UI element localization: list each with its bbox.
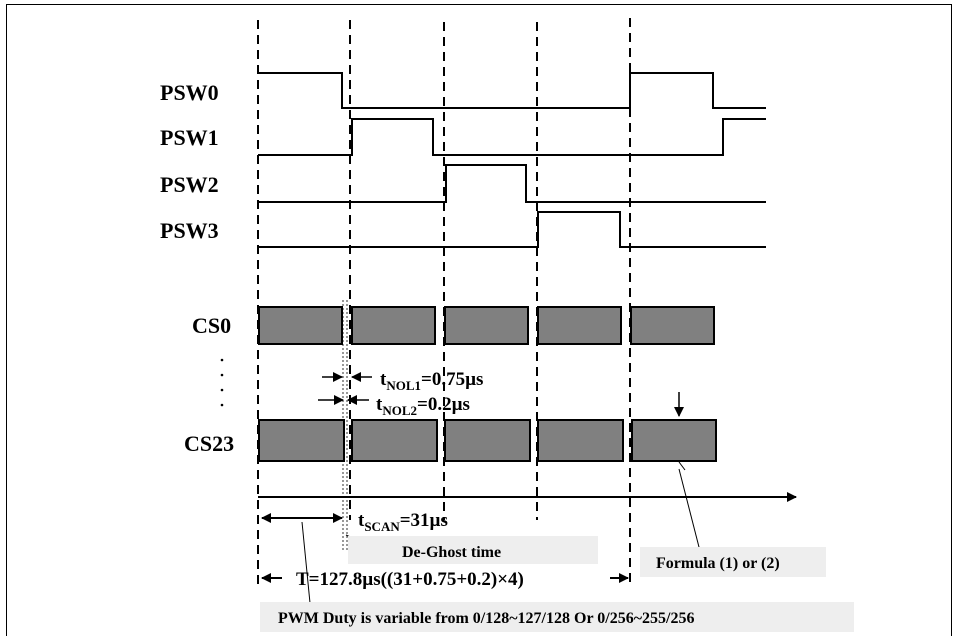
cs0-block bbox=[630, 306, 715, 345]
psw-waveforms bbox=[258, 72, 766, 248]
cs23-blocks bbox=[258, 419, 717, 462]
cs23-block bbox=[631, 419, 717, 462]
formula-note: Formula (1) or (2) bbox=[656, 555, 780, 572]
deghost-note-bg bbox=[348, 536, 598, 564]
tnol1-label: tNOL1=0.75µs bbox=[380, 369, 483, 393]
label-cs0: CS0 bbox=[192, 313, 231, 338]
deghost-note: De-Ghost time bbox=[402, 544, 501, 561]
pwm-note-bg bbox=[260, 602, 854, 632]
psw0-waveform bbox=[258, 72, 766, 109]
label-psw2: PSW2 bbox=[160, 172, 219, 197]
tnol2-label: tNOL2=0.2µs bbox=[376, 394, 470, 418]
formula-leader-tip bbox=[678, 461, 686, 471]
cs0-blocks bbox=[258, 306, 715, 345]
cs0-block bbox=[351, 306, 436, 345]
cs23-block bbox=[258, 419, 345, 462]
label-psw3: PSW3 bbox=[160, 218, 219, 243]
formula-note-bg bbox=[640, 547, 826, 577]
ellipsis-dots bbox=[220, 358, 224, 407]
cs0-block bbox=[444, 306, 529, 345]
pwm-note: PWM Duty is variable from 0/128~127/128 … bbox=[278, 610, 694, 627]
cs0-block bbox=[537, 306, 622, 345]
tscan-label: tSCAN=31µs bbox=[358, 510, 448, 534]
formula-leader bbox=[678, 468, 701, 552]
pwm-leader bbox=[301, 521, 311, 604]
period-label: T=127.8µs((31+0.75+0.2)×4) bbox=[296, 569, 524, 590]
psw1-waveform bbox=[258, 118, 766, 156]
cs23-block bbox=[537, 419, 624, 462]
psw2-waveform bbox=[258, 164, 766, 203]
cs0-block bbox=[258, 306, 343, 345]
psw3-waveform bbox=[258, 211, 766, 248]
cs23-block bbox=[351, 419, 438, 462]
dashed-guides bbox=[257, 18, 631, 585]
label-cs23: CS23 bbox=[184, 431, 234, 456]
label-psw1: PSW1 bbox=[160, 125, 219, 150]
cs23-block bbox=[444, 419, 531, 462]
label-psw0: PSW0 bbox=[160, 80, 219, 105]
frame-border bbox=[6, 4, 952, 636]
